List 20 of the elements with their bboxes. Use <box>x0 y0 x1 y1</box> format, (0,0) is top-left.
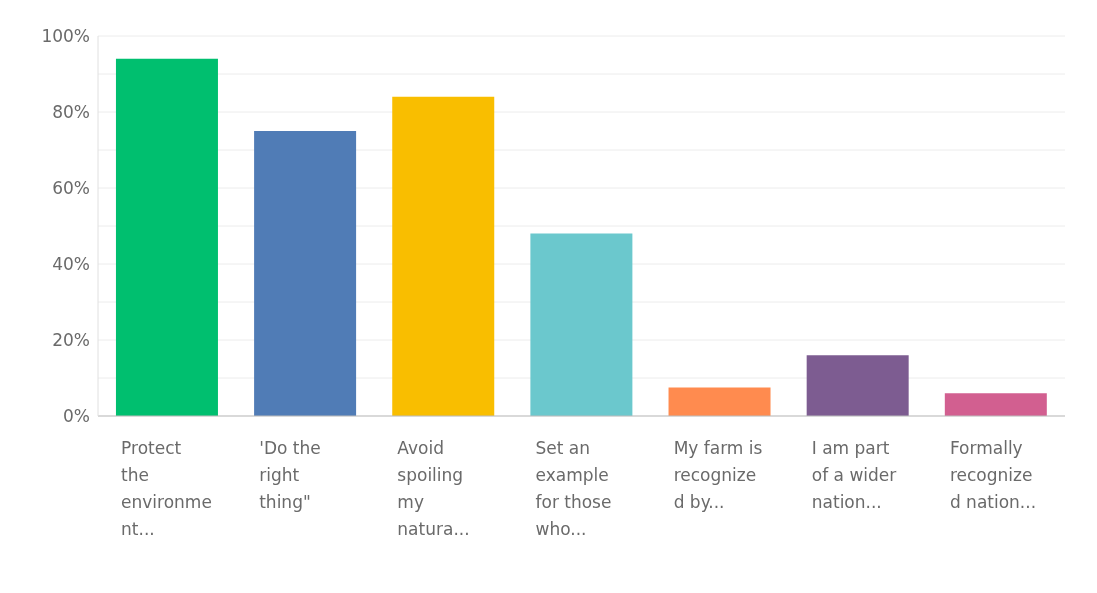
bar <box>530 233 633 416</box>
x-tick-label: Protect the environment... <box>121 438 212 539</box>
bar <box>668 387 771 416</box>
bar <box>944 393 1047 416</box>
x-tick-label: Formally recognized nation... <box>949 438 1037 512</box>
bar <box>806 355 909 416</box>
y-tick-label: 80% <box>52 102 90 123</box>
x-tick-label: Set an example for those who... <box>535 438 612 539</box>
y-tick-label: 0% <box>63 406 90 427</box>
bar <box>254 131 357 416</box>
x-tick-label: I am part of a wider nation... <box>811 438 897 512</box>
bar <box>392 96 495 416</box>
bar <box>115 58 218 416</box>
y-tick-label: 100% <box>41 26 90 47</box>
y-tick-label: 60% <box>52 178 90 199</box>
x-tick-label: 'Do the right thing" <box>259 438 321 512</box>
x-tick-label: Avoid spoiling my natura... <box>397 438 470 539</box>
x-tick-label: My farm is recognized by... <box>673 438 763 512</box>
y-tick-label: 20% <box>52 330 90 351</box>
y-tick-label: 40% <box>52 254 90 275</box>
